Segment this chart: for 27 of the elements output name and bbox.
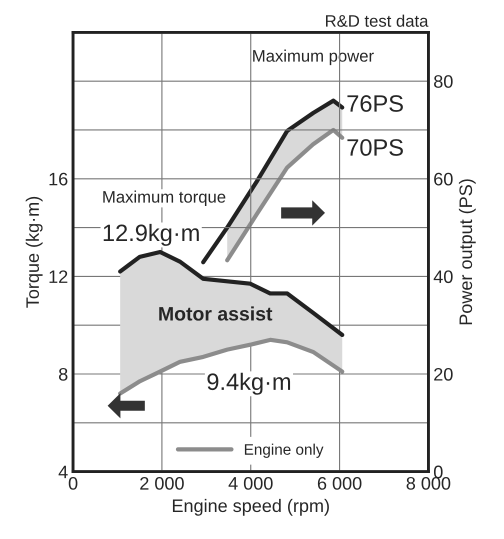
annotation: 12.9kg·m <box>104 224 199 246</box>
annotation: Motor assist <box>159 306 272 321</box>
text: R&D test data <box>326 14 428 27</box>
y-axis-title: Torque (kg·m) <box>26 196 43 308</box>
x-axis-title: Engine speed (rpm) <box>172 498 329 516</box>
x-tick-label: 8 000 <box>406 476 450 490</box>
y2-tick-label: 40 <box>434 270 453 284</box>
y-tick-label: 12 <box>50 270 68 283</box>
x-tick-label: 2 000 <box>140 476 184 490</box>
y2-tick-label: 0 <box>434 466 443 478</box>
x-tick-label: 0 <box>68 476 78 490</box>
y2-axis-title: Power output (PS) <box>458 179 476 324</box>
annotation: 9.4kg·m <box>207 372 290 395</box>
annotation: 70PS <box>347 139 403 156</box>
legend-label: Engine only <box>244 444 324 458</box>
y2-tick-label: 60 <box>434 172 453 186</box>
line-series <box>225 128 344 262</box>
x-tick-label: 4 000 <box>228 476 273 490</box>
y2-tick-label: 80 <box>434 75 453 88</box>
y-tick-label: 4 <box>58 466 68 478</box>
annotation: 76PS <box>347 95 403 112</box>
annotation: Maximum torque <box>103 190 226 206</box>
y-tick-label: 8 <box>58 368 68 381</box>
line-series <box>118 250 344 338</box>
x-tick-label: 6 000 <box>318 476 362 490</box>
y-tick-label: 16 <box>50 172 68 186</box>
y2-tick-label: 20 <box>434 368 453 381</box>
